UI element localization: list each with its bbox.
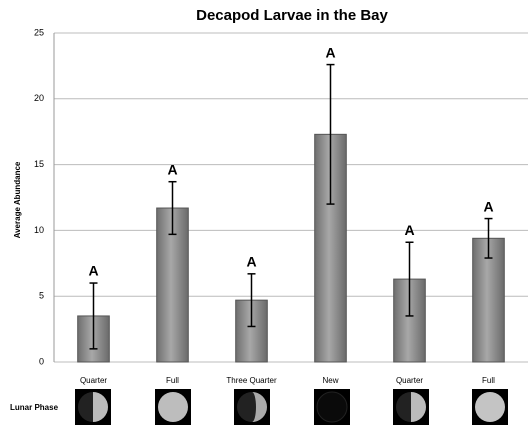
x-axis-label: Lunar Phase bbox=[10, 403, 59, 412]
y-tick-label: 5 bbox=[39, 291, 44, 301]
y-tick-label: 0 bbox=[39, 356, 44, 366]
annotation: A bbox=[88, 263, 98, 279]
annotation: A bbox=[404, 222, 414, 238]
moon-lit bbox=[252, 392, 267, 422]
moon-lit bbox=[93, 392, 108, 422]
moon-icons bbox=[75, 389, 508, 425]
annotation: A bbox=[483, 198, 493, 214]
moon bbox=[475, 392, 505, 422]
y-tick-label: 15 bbox=[34, 159, 44, 169]
annotation: A bbox=[246, 254, 256, 270]
y-tick-label: 25 bbox=[34, 27, 44, 37]
x-tick-label: Quarter bbox=[396, 376, 423, 385]
x-tick-label: New bbox=[322, 376, 338, 385]
moon bbox=[316, 391, 348, 423]
x-tick-label: Three Quarter bbox=[226, 376, 277, 385]
x-tick-label: Quarter bbox=[80, 376, 107, 385]
x-tick-label: Full bbox=[166, 376, 179, 385]
annotation: A bbox=[167, 161, 177, 177]
annotation: A bbox=[325, 44, 335, 60]
moon-lit bbox=[411, 392, 426, 422]
bar bbox=[472, 237, 505, 363]
chart-title: Decapod Larvae in the Bay bbox=[196, 7, 388, 24]
y-tick-label: 10 bbox=[34, 225, 44, 235]
y-tick-label: 20 bbox=[34, 93, 44, 103]
moon bbox=[158, 392, 188, 422]
y-axis-label: Average Abundance bbox=[13, 161, 22, 238]
x-tick-label: Full bbox=[482, 376, 495, 385]
